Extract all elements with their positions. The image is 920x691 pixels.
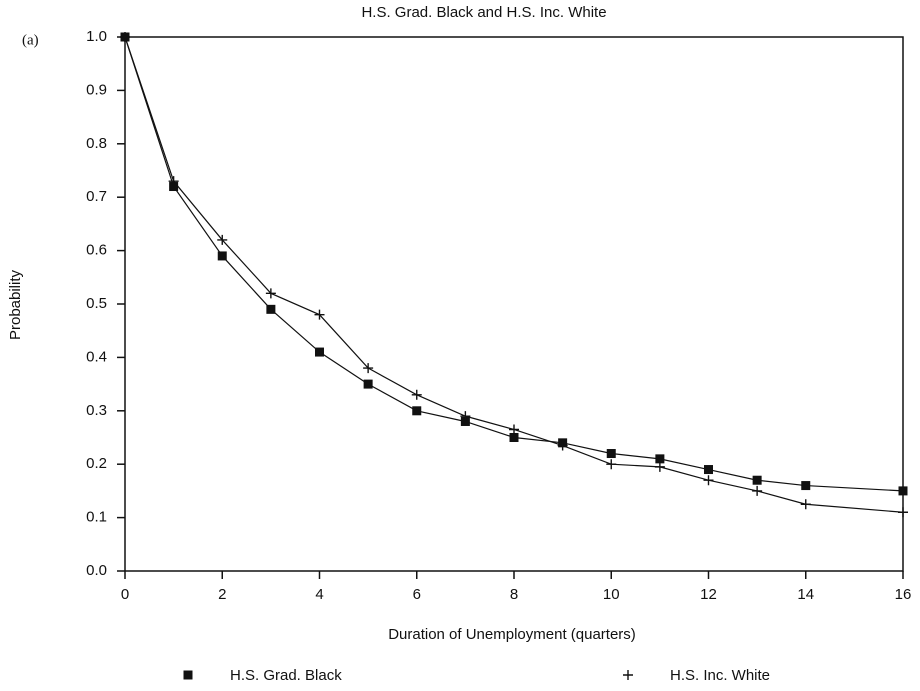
y-tick-label: 0.4 <box>86 348 107 365</box>
y-axis-label: Probability <box>7 269 24 340</box>
y-tick-label: 0.0 <box>86 562 107 579</box>
marker <box>557 440 568 451</box>
y-tick-label: 0.8 <box>86 135 107 152</box>
marker <box>800 499 811 510</box>
marker <box>363 363 374 374</box>
y-tick-label: 0.9 <box>86 81 107 98</box>
panel-label: (a) <box>22 32 39 48</box>
y-tick-label: 0.6 <box>86 242 107 259</box>
marker <box>752 475 762 485</box>
x-tick-label: 2 <box>218 586 226 603</box>
legend-label: H.S. Inc. White <box>670 667 770 684</box>
marker <box>314 309 325 320</box>
y-tick-label: 1.0 <box>86 28 107 45</box>
marker <box>460 411 471 422</box>
x-tick-label: 8 <box>510 586 518 603</box>
marker <box>655 454 665 464</box>
series-line <box>124 36 904 513</box>
marker <box>654 461 665 472</box>
marker <box>898 486 908 496</box>
marker <box>509 424 519 435</box>
y-tick-label: 0.5 <box>86 295 107 312</box>
marker <box>801 481 811 491</box>
y-tick-label: 0.3 <box>86 402 107 419</box>
x-tick-label: 16 <box>895 586 912 603</box>
marker <box>168 176 179 187</box>
series-line <box>124 36 904 492</box>
legend-marker <box>623 670 633 680</box>
marker <box>411 389 422 400</box>
y-tick-label: 0.2 <box>86 455 107 472</box>
x-tick-label: 6 <box>413 586 421 603</box>
marker <box>703 475 714 486</box>
marker <box>169 182 179 192</box>
x-tick-label: 4 <box>315 586 323 603</box>
marker <box>898 507 908 518</box>
marker <box>606 459 617 470</box>
x-tick-label: 12 <box>700 586 717 603</box>
marker <box>606 449 616 459</box>
x-tick-label: 14 <box>797 586 814 603</box>
y-tick-label: 0.7 <box>86 188 107 205</box>
y-tick-label: 0.1 <box>86 509 107 526</box>
marker <box>315 347 324 357</box>
chart-title: H.S. Grad. Black and H.S. Inc. White <box>361 4 606 21</box>
marker <box>217 251 227 261</box>
marker <box>363 379 373 389</box>
marker <box>412 406 422 416</box>
marker <box>265 288 276 299</box>
marker <box>509 433 519 442</box>
plot-frame <box>124 36 904 572</box>
legend-label: H.S. Grad. Black <box>230 667 342 684</box>
marker <box>460 416 470 426</box>
marker <box>120 32 130 42</box>
marker <box>266 304 276 314</box>
x-axis-label: Duration of Unemployment (quarters) <box>388 626 636 643</box>
x-tick-label: 10 <box>603 586 620 603</box>
x-tick-label: 0 <box>121 586 129 603</box>
marker <box>752 485 763 496</box>
marker <box>704 465 713 475</box>
marker <box>217 234 228 245</box>
legend-marker <box>183 670 193 680</box>
